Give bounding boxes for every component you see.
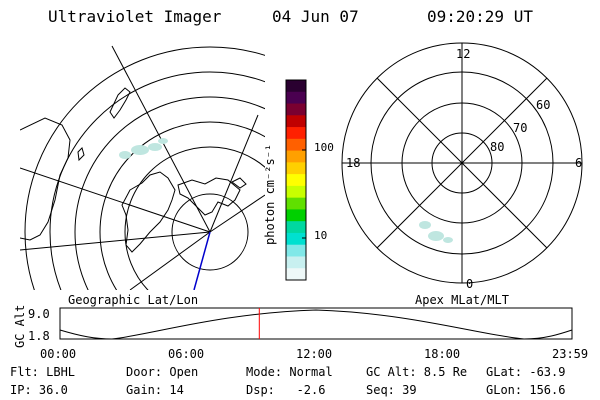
coastline [231,177,247,189]
coastline [109,87,131,119]
glat-status: GLat: -63.9 [486,365,566,379]
orbit-track [193,231,211,290]
mlt-label-6: 6 [575,156,583,170]
mlat-label-70: 70 [513,121,528,135]
colorbar-swatch [286,209,306,222]
colorbar-swatch [286,150,306,163]
colorbar-swatch [286,221,306,234]
mlt-label-12: 12 [456,47,471,61]
colorbar-unit-label: photon cm⁻²s⁻¹ [263,143,277,245]
colorbar-tick-100: 100 [314,141,334,154]
altitude-y-tick: 1.8 [28,329,50,343]
coastline [20,117,71,241]
geo-lat-circle [99,121,265,290]
altitude-plot [59,307,573,340]
apex-aurora-emission [419,221,453,243]
colorbar-tick-10: 10 [314,229,328,242]
geo-lat-circle [24,46,265,290]
colorbar-swatch [286,138,306,152]
app-title: Ultraviolet Imager [48,7,222,26]
header-time: 09:20:29 UT [427,7,533,26]
mlat-label-80: 80 [490,140,505,154]
altitude-x-tick: 00:00 [40,347,77,361]
colorbar-swatch [286,197,306,210]
gain-status: Gain: 14 [126,383,184,397]
coastline [121,171,176,253]
apex-grid [341,42,583,284]
geo-meridian [209,114,259,233]
colorbar-swatch [286,232,306,246]
colorbar-frame [285,79,307,281]
glon-status: GLon: 156.6 [486,383,566,397]
altitude-x-tick: 18:00 [424,347,461,361]
geo-lat-circle [49,71,265,290]
colorbar [285,79,307,281]
seq-status: Seq: 39 [366,383,417,397]
colorbar-swatch [286,268,306,281]
geo-meridian [20,167,211,233]
aurora-emission [119,138,168,159]
altitude-y-title: GC Alt [13,304,27,348]
door-status: Door: Open [126,365,199,379]
altitude-y-tick: 9.0 [28,307,50,321]
colorbar-swatch [286,91,306,105]
colorbar-swatch [286,185,306,199]
mlt-label-0: 0 [466,277,474,291]
geo-lat-circle [171,193,249,271]
colorbar-swatch [286,244,306,257]
colorbar-swatch [286,127,306,140]
colorbar-swatch [286,80,306,93]
altitude-x-tick: 06:00 [168,347,205,361]
geographic-map [20,45,265,290]
filter-status: Flt: LBHL [10,365,76,379]
geo-meridian [209,194,265,233]
geo-lat-circle [74,96,265,290]
apex-panel-label: Apex MLat/MLT [415,293,509,307]
geo-panel-label: Geographic Lat/Lon [68,293,199,307]
geo-meridian [20,231,211,251]
altitude-x-tick: 23:59 [552,347,589,361]
coastline [77,147,85,162]
dsp-status: Dsp: -2.6 [246,383,326,397]
header-date: 04 Jun 07 [272,7,359,26]
coastline [177,177,241,216]
mlt-spoke [376,77,548,249]
mode-status: Mode: Normal [246,365,333,379]
colorbar-swatch [286,256,306,269]
ip-status: IP: 36.0 [10,383,68,397]
altitude-curve [59,309,573,340]
altitude-x-tick: 12:00 [296,347,333,361]
colorbar-swatch [286,162,306,175]
geo-meridian [129,231,211,290]
colorbar-swatch [286,174,306,187]
geo-lat-circle [124,146,265,290]
altitude-plot-frame [59,307,573,340]
mlt-label-18: 18 [346,156,361,170]
mlat-label-60: 60 [536,98,551,112]
gc-alt-status: GC Alt: 8.5 Re [366,365,468,379]
colorbar-swatch [286,103,306,116]
colorbar-swatch [286,115,306,128]
